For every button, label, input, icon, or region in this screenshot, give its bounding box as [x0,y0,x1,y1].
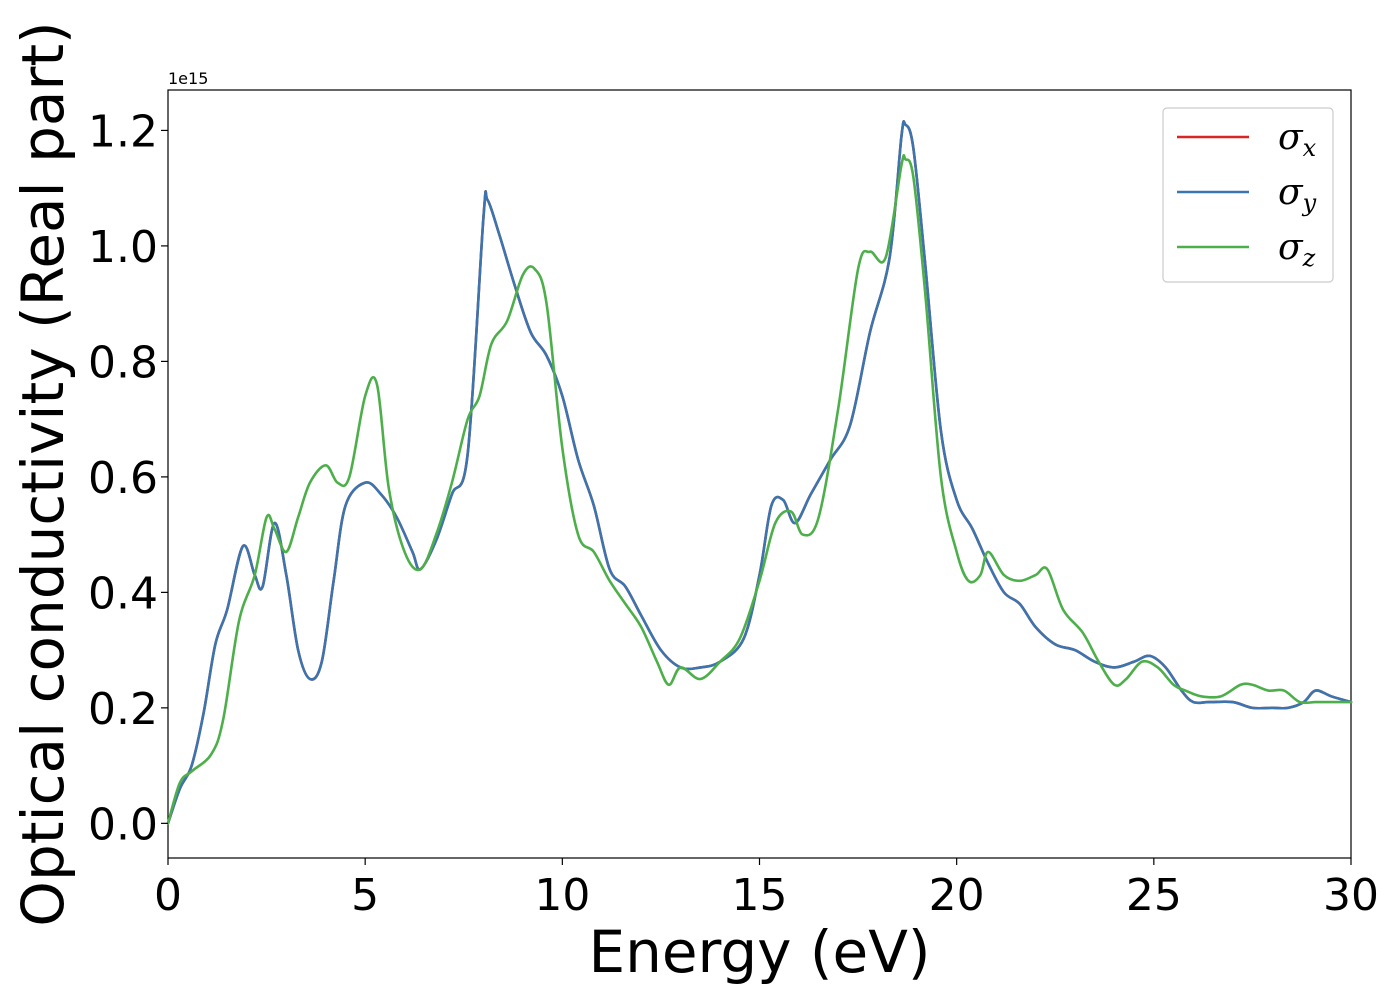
legend-label-z: σz [1278,227,1316,272]
legend-box [1162,107,1334,283]
legend-label-y: σy [1278,172,1317,217]
y-tick-label: 1.0 [88,222,158,273]
y-tick-label: 0.2 [88,684,158,735]
y-tick-label: 0.8 [88,337,158,388]
y-tick-label: 0.4 [88,568,158,619]
y-tick-label: 0.6 [88,453,158,504]
y-tick-label: 0.0 [88,799,158,850]
y-offset-text: 1e15 [168,69,208,88]
x-tick-label: 5 [351,870,379,921]
legend-label-x: σx [1278,117,1317,162]
y-axis-ticks: 0.0 0.2 0.4 0.6 0.8 1.0 1.2 [88,106,168,850]
x-axis-ticks: 0 5 10 15 20 25 30 [154,858,1379,921]
x-tick-label: 10 [534,870,590,921]
y-axis-title: Optical conductivity (Real part) [9,21,77,926]
x-axis-title: Energy (eV) [588,918,930,986]
series-lines [166,120,1353,825]
x-tick-label: 30 [1323,870,1379,921]
x-tick-label: 0 [154,870,182,921]
y-tick-label: 1.2 [88,106,158,157]
legend: σx σy σz [1162,107,1334,283]
x-tick-label: 25 [1126,870,1182,921]
x-tick-label: 15 [732,870,788,921]
x-tick-label: 20 [929,870,985,921]
series-line-z [166,154,1353,825]
